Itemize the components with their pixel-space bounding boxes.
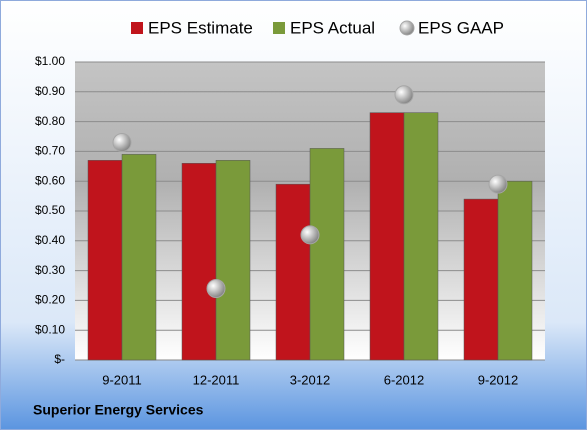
legend-marker <box>131 22 143 34</box>
footer: Superior Energy Services <box>33 402 204 418</box>
bar <box>309 148 345 361</box>
y-tick-label: $0.80 <box>35 114 65 128</box>
x-tick-label: 9-2011 <box>102 372 142 387</box>
bar <box>463 198 499 361</box>
legend-marker <box>399 20 415 36</box>
bar <box>403 112 439 361</box>
y-tick-label: $0.30 <box>35 263 65 277</box>
y-tick-label: $1.00 <box>35 54 65 68</box>
x-tick-label: 6-2012 <box>384 372 424 387</box>
y-tick-label: $0.60 <box>35 173 65 187</box>
bar <box>181 163 217 361</box>
x-tick-label: 12-2011 <box>193 372 240 387</box>
y-tick-label: $- <box>54 352 65 366</box>
x-tick-label: 9-2012 <box>478 372 518 387</box>
marker <box>488 174 508 194</box>
y-tick-label: $0.90 <box>35 84 65 98</box>
bar <box>87 160 123 361</box>
marker <box>394 85 414 105</box>
bar <box>121 154 157 361</box>
y-tick-label: $0.50 <box>35 203 65 217</box>
marker <box>300 225 320 245</box>
legend-label: EPS GAAP <box>418 18 504 37</box>
bar <box>215 160 251 361</box>
bar <box>497 180 533 361</box>
x-tick-label: 3-2012 <box>290 372 330 387</box>
bar <box>275 183 311 361</box>
y-tick-label: $0.20 <box>35 293 65 307</box>
legend-label: EPS Estimate <box>148 18 253 37</box>
y-tick-label: $0.10 <box>35 322 65 336</box>
y-tick-label: $0.40 <box>35 233 65 247</box>
marker <box>206 278 226 298</box>
legend-marker <box>273 22 285 34</box>
bar <box>369 112 405 361</box>
marker <box>112 132 132 152</box>
legend-label: EPS Actual <box>290 18 375 37</box>
y-tick-label: $0.70 <box>35 144 65 158</box>
